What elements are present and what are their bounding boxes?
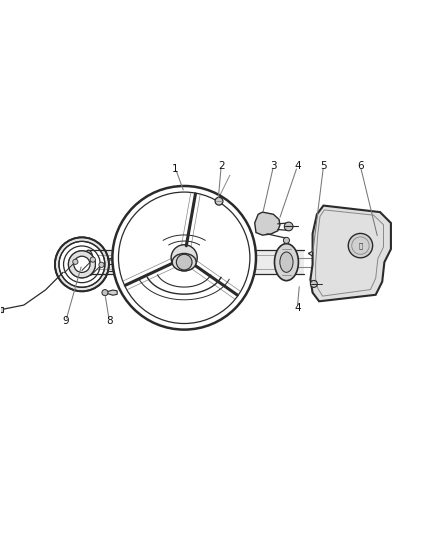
Polygon shape bbox=[311, 206, 391, 301]
Circle shape bbox=[348, 233, 373, 258]
Text: 9: 9 bbox=[63, 316, 69, 326]
Ellipse shape bbox=[84, 250, 93, 274]
Circle shape bbox=[99, 262, 104, 268]
Ellipse shape bbox=[280, 252, 293, 272]
Circle shape bbox=[215, 197, 223, 205]
Circle shape bbox=[102, 289, 108, 296]
Circle shape bbox=[283, 237, 290, 244]
Circle shape bbox=[74, 256, 90, 272]
Circle shape bbox=[171, 245, 197, 271]
Bar bbox=[88, 250, 304, 274]
Circle shape bbox=[59, 241, 105, 287]
Polygon shape bbox=[308, 251, 313, 256]
Ellipse shape bbox=[172, 254, 196, 271]
Circle shape bbox=[311, 280, 318, 287]
Circle shape bbox=[73, 259, 78, 264]
Ellipse shape bbox=[275, 244, 298, 281]
Text: 1: 1 bbox=[172, 164, 179, 174]
Text: 5: 5 bbox=[320, 161, 327, 172]
Text: 3: 3 bbox=[270, 161, 277, 172]
Polygon shape bbox=[254, 212, 280, 235]
Text: 6: 6 bbox=[357, 161, 364, 172]
Circle shape bbox=[55, 237, 109, 292]
Circle shape bbox=[113, 186, 256, 329]
Circle shape bbox=[68, 251, 95, 278]
Circle shape bbox=[177, 254, 192, 270]
Polygon shape bbox=[104, 290, 117, 295]
Bar bbox=[0, 307, 4, 312]
Text: 4: 4 bbox=[294, 303, 300, 313]
Circle shape bbox=[90, 257, 95, 262]
Text: 2: 2 bbox=[218, 161, 225, 172]
Text: 4: 4 bbox=[294, 161, 300, 172]
Text: 8: 8 bbox=[106, 316, 113, 326]
Text: Ⰰ: Ⰰ bbox=[358, 243, 363, 249]
Circle shape bbox=[284, 222, 293, 231]
